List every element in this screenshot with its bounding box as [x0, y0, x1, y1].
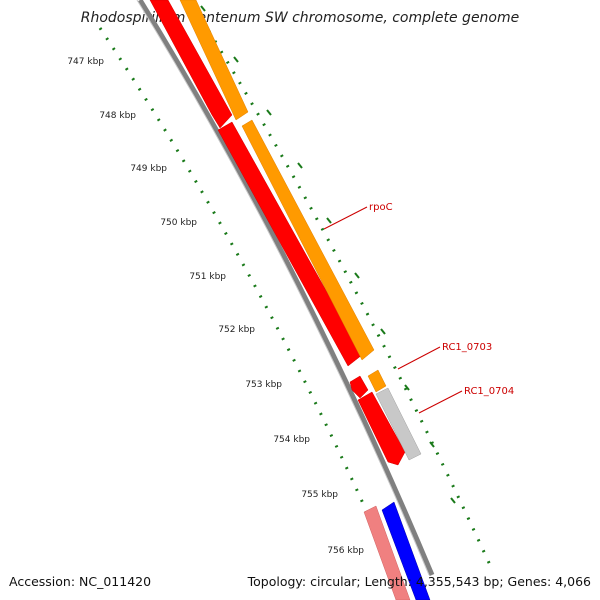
- ruler-tick-label: 748 kbp: [99, 111, 136, 121]
- gene-feature-pink[interactable]: [363, 505, 411, 600]
- ruler-tick-label: 754 kbp: [273, 435, 310, 445]
- ruler-tick-label: 756 kbp: [327, 546, 364, 556]
- gene-label-rc1-0704[interactable]: RC1_0704: [464, 386, 514, 397]
- gene-feature-gray-rc1-0704[interactable]: [375, 387, 422, 461]
- gene-label-rpoc[interactable]: rpoC: [369, 202, 393, 213]
- gene-feature-orange-rc1-0703[interactable]: [367, 369, 387, 393]
- backbone-highlight: [136, 0, 430, 576]
- ruler-ticks: 747 kbp 748 kbp 749 kbp 750 kbp 751 kbp …: [67, 57, 364, 556]
- accession-text: Accession: NC_011420: [9, 574, 152, 589]
- gene-feature-red[interactable]: [349, 375, 369, 399]
- ruler-dotted-line: [98, 27, 407, 600]
- gene-feature-red[interactable]: [357, 391, 406, 466]
- gene-feature-red[interactable]: [149, 0, 233, 129]
- gene-label-rc1-0703[interactable]: RC1_0703: [442, 342, 492, 353]
- outer-tick-marks: [200, 5, 456, 504]
- rc1-0704-connector: [418, 390, 463, 414]
- backbone-line: [137, 0, 435, 576]
- ruler-tick-label: 749 kbp: [130, 164, 167, 174]
- ruler-tick-label: 747 kbp: [67, 57, 104, 67]
- rc1-0703-connector: [397, 346, 441, 370]
- ruler-tick-label: 751 kbp: [189, 272, 226, 282]
- label-connectors: [323, 206, 463, 414]
- gene-feature-orange[interactable]: [179, 0, 249, 121]
- ruler-tick-label: 755 kbp: [301, 490, 338, 500]
- ruler-tick-label: 753 kbp: [245, 380, 282, 390]
- ruler-tick-label: 752 kbp: [218, 325, 255, 335]
- ruler-tick-label: 750 kbp: [160, 218, 197, 228]
- gene-feature-blue[interactable]: [381, 501, 431, 600]
- rpoc-connector: [323, 206, 368, 230]
- outer-dotted-ring: [188, 0, 492, 566]
- topology-text: Topology: circular; Length: 4,355,543 bp…: [247, 574, 591, 589]
- gene-feature-orange-rpoc[interactable]: [241, 119, 375, 361]
- gene-labels: rpoC RC1_0703 RC1_0704: [369, 202, 514, 397]
